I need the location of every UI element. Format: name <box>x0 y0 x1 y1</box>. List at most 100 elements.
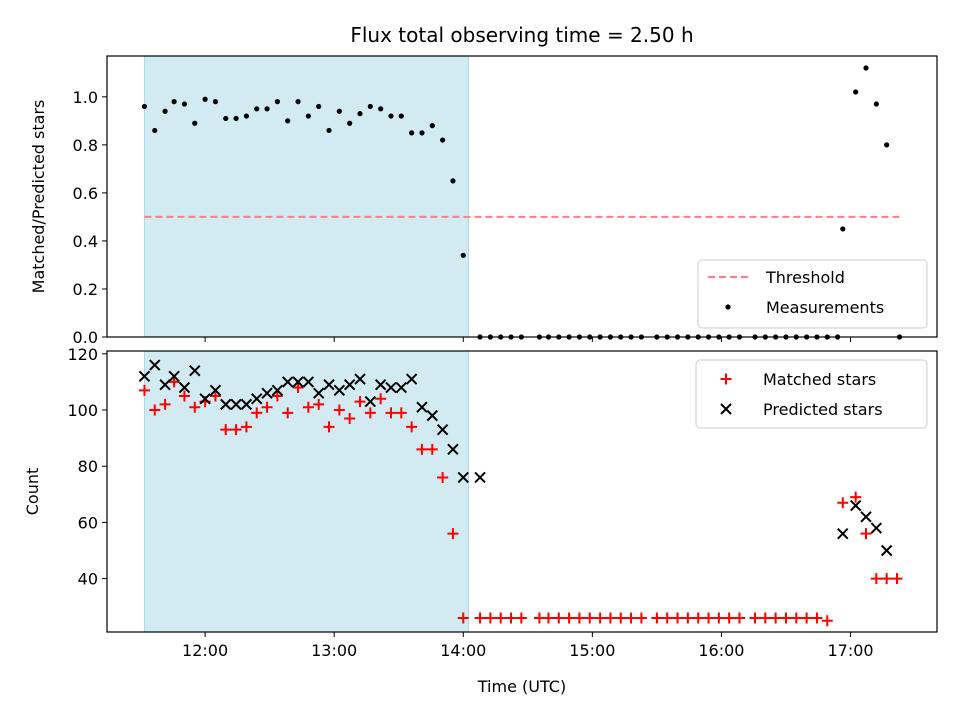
legend-box <box>695 359 928 429</box>
matched-star-point <box>573 612 585 624</box>
legend: Threshold Measurements <box>697 259 928 329</box>
matched-star-point <box>625 612 637 624</box>
matched-star-point <box>313 398 325 410</box>
matched-star-point <box>302 401 314 413</box>
matched-star-point <box>672 612 684 624</box>
measurement-point <box>388 113 394 119</box>
matched-star-point <box>563 612 575 624</box>
matched-star-point <box>292 382 304 394</box>
matched-star-point <box>584 612 596 624</box>
predicted-star-point <box>343 379 356 391</box>
legend-measurements-label: Measurements <box>766 298 884 317</box>
matched-star-point <box>354 396 366 408</box>
matched-star-point <box>759 612 771 624</box>
matched-star-point <box>395 407 407 419</box>
measurement-point <box>853 89 859 95</box>
measurement-point <box>347 120 353 126</box>
legend-matched-swatch <box>720 373 732 385</box>
matched-star-point <box>189 401 201 413</box>
measurement-point <box>440 137 446 143</box>
measurement-point <box>223 115 229 122</box>
predicted-star-point <box>457 471 469 484</box>
legend-matched-label: Matched stars <box>763 370 876 389</box>
observing-span <box>143 55 469 338</box>
predicted-star-point <box>436 423 449 436</box>
y-tick-label: 0.0 <box>73 328 98 347</box>
measurement-point <box>285 118 291 124</box>
predicted-star-point <box>374 379 387 391</box>
x-tick-label: 13:00 <box>311 641 357 660</box>
measurement-point <box>264 106 270 112</box>
y-tick-label: 0.2 <box>73 280 98 299</box>
predicted-stars-series <box>138 359 893 557</box>
measurement-point <box>460 252 466 258</box>
measurement-point <box>429 123 435 129</box>
measurement-point <box>398 113 404 119</box>
matched-stars-series <box>138 376 903 627</box>
predicted-star-point <box>138 370 151 382</box>
matched-star-point <box>240 421 252 433</box>
matched-star-point <box>713 612 725 624</box>
predicted-star-point <box>870 522 883 534</box>
legend: Matched stars Predicted stars <box>695 359 928 429</box>
measurement-point <box>316 103 322 110</box>
y-tick-label: 1.0 <box>73 88 98 107</box>
measurement-point <box>274 99 280 105</box>
matched-star-point <box>682 612 694 624</box>
matched-star-point <box>138 384 150 396</box>
matched-star-point <box>891 573 903 585</box>
matched-star-point <box>604 612 616 624</box>
measurement-point <box>884 142 890 148</box>
matched-star-point <box>447 528 459 540</box>
predicted-star-point <box>354 373 366 385</box>
measurement-point <box>326 127 332 134</box>
predicted-star-point <box>261 387 273 399</box>
predicted-star-point <box>849 499 862 512</box>
predicted-star-point <box>323 379 335 391</box>
measurement-point <box>192 120 198 126</box>
y-axis: 40 60 80 100 120 <box>67 345 107 589</box>
y-axis-label: Matched/Predicted stars <box>29 100 48 294</box>
matched-star-point <box>553 612 565 624</box>
measurement-point <box>233 115 239 122</box>
predicted-star-point <box>416 401 428 413</box>
predicted-star-point <box>837 527 849 540</box>
predicted-star-point <box>199 393 211 405</box>
legend-box <box>697 259 928 329</box>
x-axis <box>204 337 852 342</box>
matched-star-point <box>837 497 849 509</box>
y-tick-label: 120 <box>67 345 98 364</box>
matched-star-point <box>323 421 335 433</box>
matched-star-point <box>406 421 418 433</box>
matched-star-point <box>209 390 221 402</box>
measurement-point <box>152 127 158 134</box>
measurement-point <box>212 99 219 105</box>
x-tick-label: 14:00 <box>440 641 486 660</box>
y-tick-label: 80 <box>78 457 98 476</box>
chart-title: Flux total observing time = 2.50 h <box>350 23 693 47</box>
predicted-star-point <box>312 387 325 399</box>
legend-predicted-label: Predicted stars <box>763 400 883 419</box>
predicted-star-point <box>395 381 408 394</box>
measurement-point <box>840 226 846 232</box>
y-tick-label: 60 <box>78 513 98 532</box>
matched-star-point <box>457 612 469 624</box>
matched-star-point <box>692 612 704 624</box>
x-tick-label: 15:00 <box>569 641 615 660</box>
predicted-star-point <box>880 544 893 557</box>
predicted-star-point <box>149 359 161 371</box>
measurement-point <box>409 130 415 136</box>
plot-frame <box>106 350 938 633</box>
matched-star-point <box>723 612 735 624</box>
predicted-star-point <box>426 409 438 422</box>
matched-star-point <box>734 612 746 624</box>
predicted-star-point <box>860 511 872 523</box>
measurement-point <box>873 101 879 107</box>
predicted-star-point <box>474 471 486 484</box>
matched-star-point <box>703 612 715 624</box>
y-axis: 0.0 0.2 0.4 0.6 0.8 1.0 <box>73 88 107 347</box>
matched-star-point <box>474 612 486 624</box>
measurement-point <box>171 99 177 105</box>
matched-star-point <box>749 612 761 624</box>
matched-star-point <box>271 390 283 402</box>
